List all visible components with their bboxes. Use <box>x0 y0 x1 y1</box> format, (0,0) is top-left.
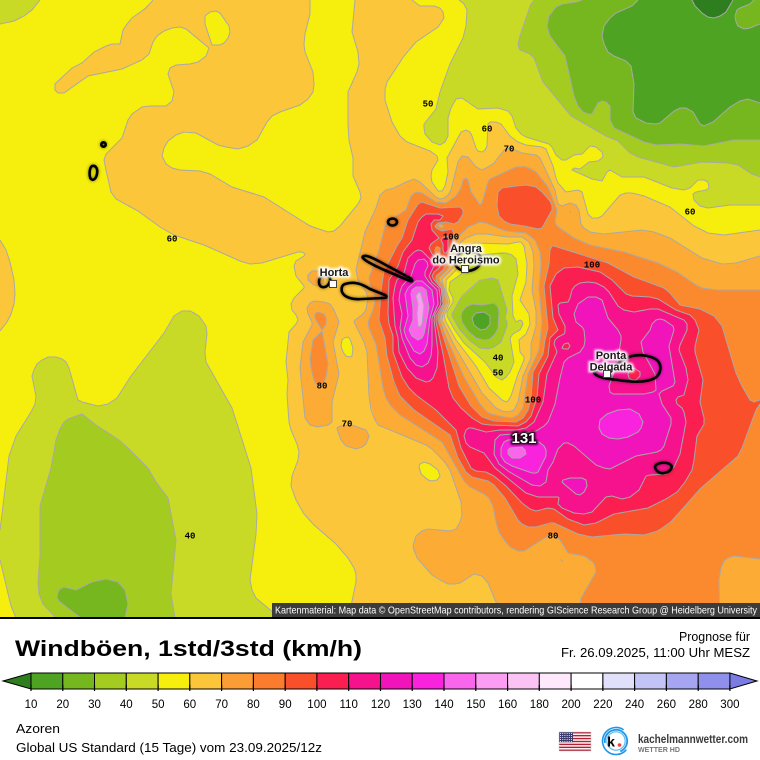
svg-text:150: 150 <box>466 699 485 711</box>
svg-text:80: 80 <box>247 699 260 711</box>
svg-text:130: 130 <box>403 699 422 711</box>
svg-text:280: 280 <box>689 699 708 711</box>
svg-text:200: 200 <box>562 699 581 711</box>
svg-text:kachelmannwetter.com: kachelmannwetter.com <box>638 732 748 746</box>
svg-text:Prognose für: Prognose für <box>679 630 750 644</box>
svg-text:240: 240 <box>625 699 644 711</box>
svg-text:70: 70 <box>215 699 228 711</box>
svg-text:60: 60 <box>183 699 196 711</box>
svg-text:260: 260 <box>657 699 676 711</box>
svg-text:131: 131 <box>511 430 536 447</box>
svg-text:Windböen, 1std/3std (km/h): Windböen, 1std/3std (km/h) <box>15 636 362 661</box>
svg-text:80: 80 <box>317 382 328 392</box>
svg-text:Fr. 26.09.2025, 11:00 Uhr MESZ: Fr. 26.09.2025, 11:00 Uhr MESZ <box>561 646 750 660</box>
svg-text:50: 50 <box>152 699 165 711</box>
svg-text:Angra: Angra <box>450 243 483 255</box>
svg-text:120: 120 <box>371 699 390 711</box>
svg-text:100: 100 <box>525 396 541 406</box>
svg-text:k: k <box>607 734 615 750</box>
svg-text:Global US Standard (15 Tage) v: Global US Standard (15 Tage) vom 23.09.2… <box>16 740 322 755</box>
svg-text:100: 100 <box>443 233 459 243</box>
svg-text:110: 110 <box>340 699 358 711</box>
svg-text:50: 50 <box>493 369 504 379</box>
svg-text:WETTER HD: WETTER HD <box>638 745 681 754</box>
svg-text:30: 30 <box>88 699 101 711</box>
svg-text:220: 220 <box>593 699 612 711</box>
svg-text:100: 100 <box>584 261 600 271</box>
svg-text:40: 40 <box>493 354 504 364</box>
svg-text:Delgada: Delgada <box>590 362 634 374</box>
svg-text:do Heroismo: do Heroismo <box>432 255 500 267</box>
svg-text:Ponta: Ponta <box>596 350 627 362</box>
svg-text:20: 20 <box>56 699 69 711</box>
svg-text:Delgada: Delgada <box>590 362 634 374</box>
svg-text:50: 50 <box>423 100 434 110</box>
svg-text:Ponta: Ponta <box>596 350 627 362</box>
svg-text:40: 40 <box>185 532 196 542</box>
svg-text:100: 100 <box>307 699 326 711</box>
svg-text:60: 60 <box>685 208 696 218</box>
svg-text:140: 140 <box>434 699 453 711</box>
svg-text:131: 131 <box>511 430 536 447</box>
svg-text:60: 60 <box>482 125 493 135</box>
svg-text:Horta: Horta <box>320 267 350 279</box>
svg-text:90: 90 <box>279 699 292 711</box>
svg-text:10: 10 <box>25 699 38 711</box>
svg-text:Angra: Angra <box>450 243 483 255</box>
svg-text:Kartenmaterial: Map data © Ope: Kartenmaterial: Map data © OpenStreetMap… <box>275 605 758 617</box>
svg-text:Horta: Horta <box>320 267 350 279</box>
svg-text:70: 70 <box>342 420 353 430</box>
svg-text:70: 70 <box>504 145 515 155</box>
svg-text:160: 160 <box>498 699 517 711</box>
svg-text:60: 60 <box>167 235 178 245</box>
svg-text:do Heroismo: do Heroismo <box>432 255 500 267</box>
svg-text:80: 80 <box>548 532 559 542</box>
svg-text:40: 40 <box>120 699 133 711</box>
svg-text:180: 180 <box>530 699 549 711</box>
svg-text:Azoren: Azoren <box>16 721 60 736</box>
svg-text:300: 300 <box>720 699 739 711</box>
